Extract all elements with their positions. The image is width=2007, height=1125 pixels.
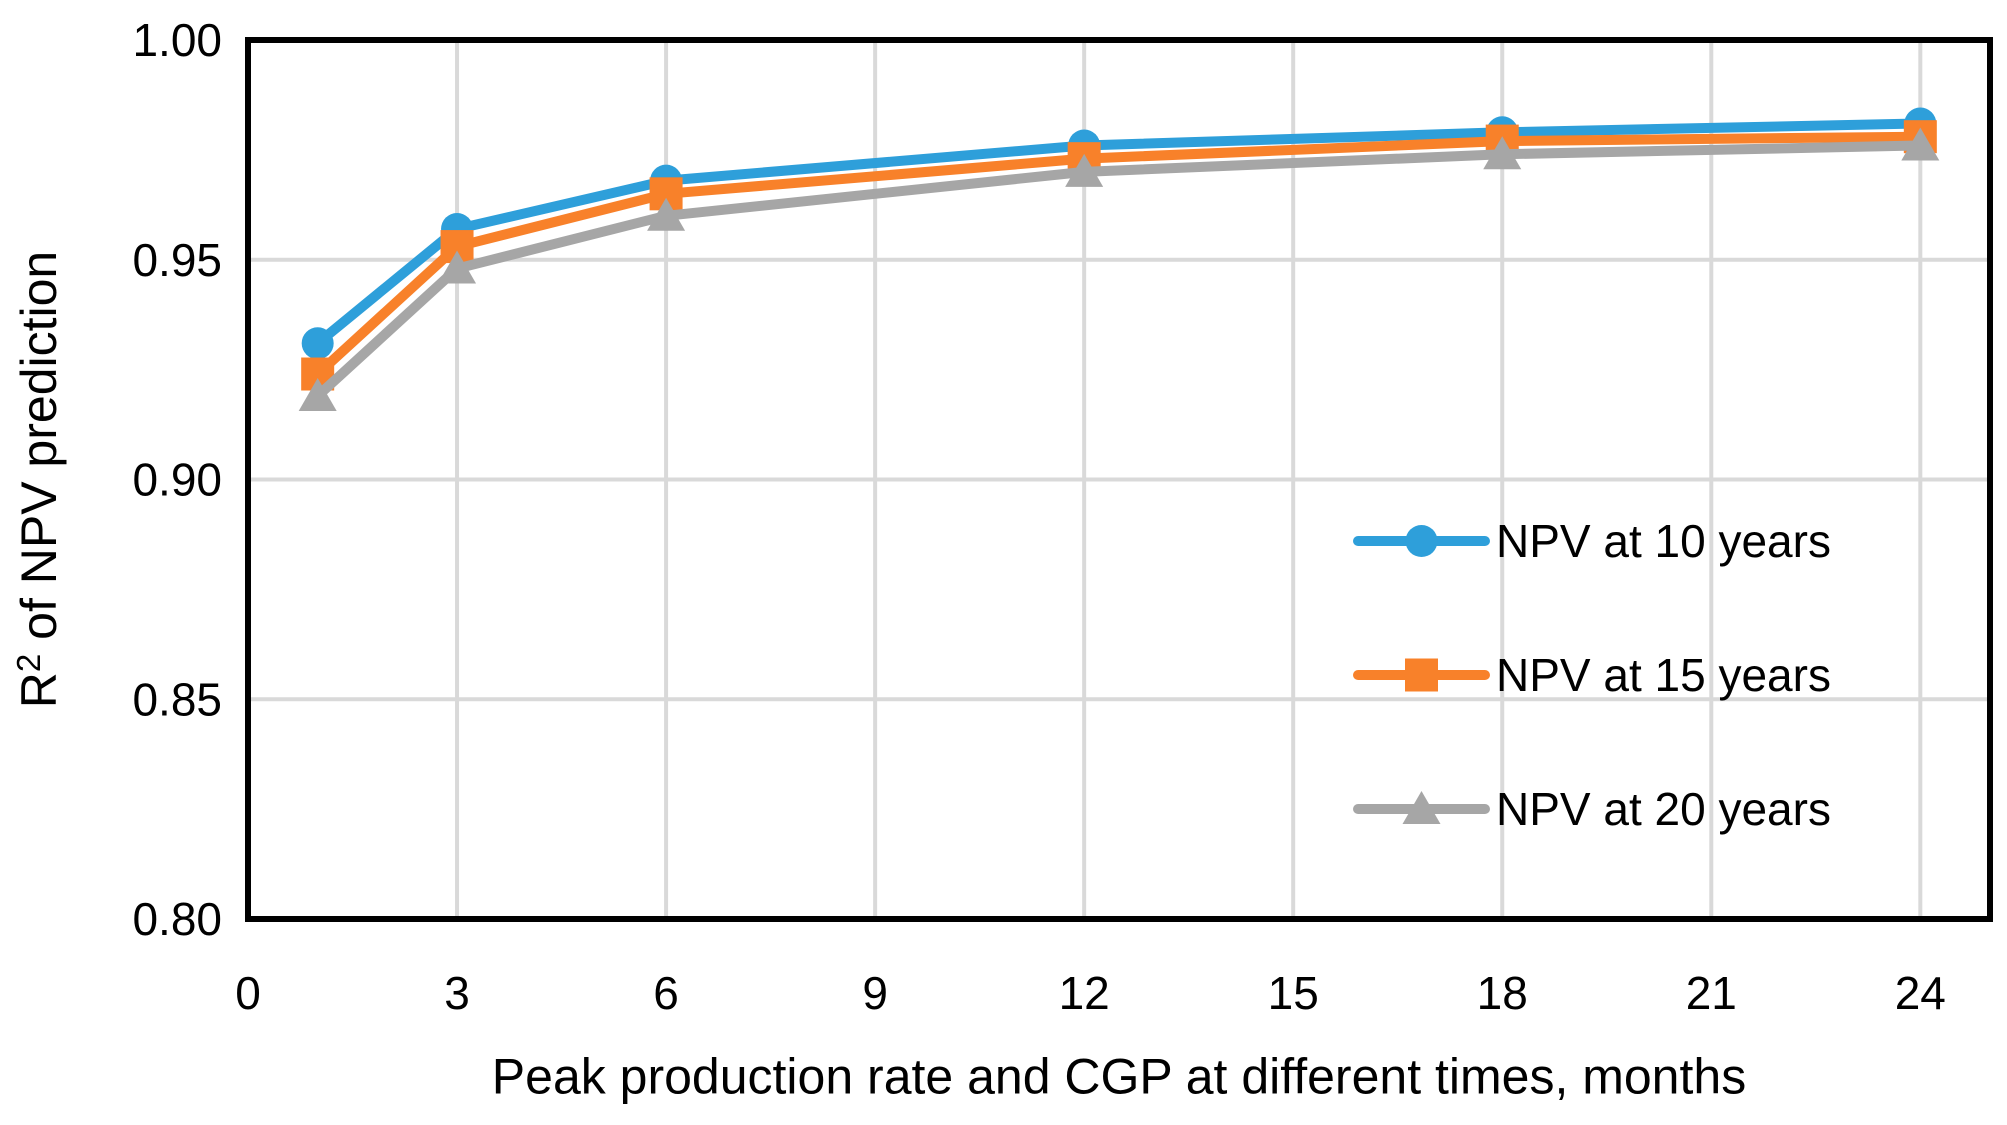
plot-border-layer [245,37,1993,922]
legend-circle-icon-npv-at-10-years [1405,525,1438,557]
x-tick-label-0: 0 [235,967,261,1019]
legend-entry-npv-at-20-years: NPV at 20 years [1353,783,1831,835]
x-tick-label-9: 9 [862,967,888,1019]
y-tick-label-0.95: 0.95 [132,234,222,286]
series-npv-at-10-years [301,107,1937,360]
legend-square-icon-npv-at-15-years [1405,658,1438,692]
series-layer [298,107,1940,411]
axis-labels-layer: 0.80 0.85 0.90 0.95 1.00 0 3 6 9 12 15 18 21 24 Peak p… [10,14,1946,1104]
x-axis-title: Peak production rate and CGP at differen… [492,1049,1746,1105]
x-tick-label-21: 21 [1686,967,1737,1019]
legend-entry-npv-at-10-years: NPV at 10 years [1353,515,1831,567]
marker-npv-at-20-years-month-1 [298,377,337,411]
series-npv-at-20-years [298,127,1940,411]
x-tick-label-6: 6 [653,967,679,1019]
series-line-npv-at-20-years [312,140,1926,401]
legend-triangle-icon-npv-at-20-years [1402,791,1441,824]
legend-label-npv-at-10-years: NPV at 10 years [1496,515,1831,567]
x-tick-label-3: 3 [444,967,470,1019]
legend: NPV at 10 years NPV at 15 years NPV at 20 … [1353,515,1831,835]
y-tick-label-0.90: 0.90 [132,454,222,506]
series-line-npv-at-10-years [312,118,1926,349]
x-tick-label-15: 15 [1268,967,1319,1019]
series-npv-at-15-years [301,120,1937,391]
legend-label-npv-at-15-years: NPV at 15 years [1496,649,1831,701]
series-line-npv-at-15-years [312,131,1926,380]
legend-entry-npv-at-15-years: NPV at 15 years [1353,649,1831,701]
marker-npv-at-10-years-month-1 [301,327,334,360]
x-tick-label-12: 12 [1059,967,1110,1019]
y-tick-label-0.80: 0.80 [132,893,222,945]
y-tick-label-0.85: 0.85 [132,673,222,725]
y-tick-label-1.00: 1.00 [132,14,222,66]
y-axis-title: R2 of NPV prediction [10,251,67,708]
marker-npv-at-20-years-month-3 [438,250,477,284]
x-tick-label-24: 24 [1895,967,1946,1019]
plot-border [245,37,1993,922]
marker-npv-at-20-years-month-18 [1483,136,1522,170]
legend-label-npv-at-20-years: NPV at 20 years [1496,783,1831,835]
marker-npv-at-20-years-month-12 [1065,153,1104,187]
marker-npv-at-20-years-month-24 [1901,127,1940,161]
marker-npv-at-20-years-month-6 [647,197,686,231]
x-tick-label-18: 18 [1477,967,1528,1019]
